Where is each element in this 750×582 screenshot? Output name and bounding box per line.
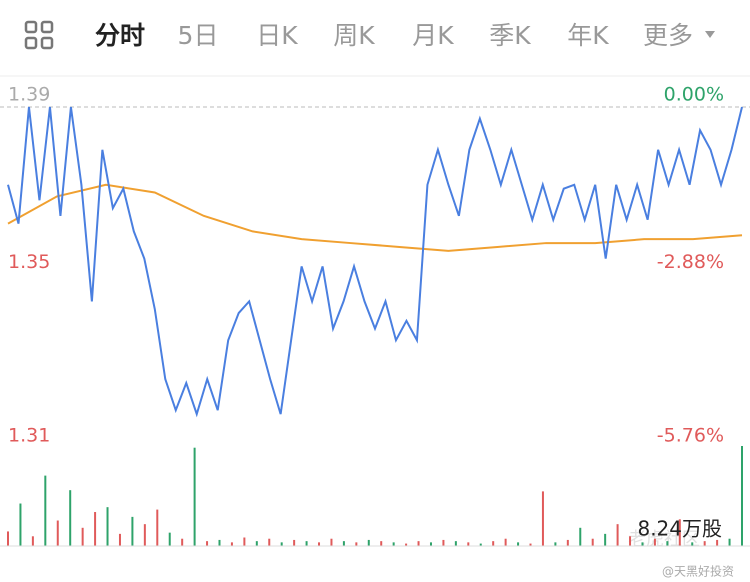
price-line [7,106,743,418]
volume-bar [504,538,507,546]
volume-bar [31,536,34,546]
volume-bar [156,509,159,546]
volume-bar [604,533,607,546]
volume-bar [653,538,656,546]
tab[interactable]: 周K [333,21,375,50]
volume-bar [517,542,520,546]
volume-bar [118,533,121,546]
volume-bar [7,531,9,546]
volume-bar [666,541,669,546]
tab[interactable]: 日K [256,21,298,50]
y2-tick-label: 0.00% [664,84,724,106]
volume-bar [678,519,681,546]
average-line [7,183,743,252]
volume-bar [143,524,146,546]
y-tick-label: 1.39 [8,84,50,106]
y2-tick-label: -2.88% [657,251,724,273]
volume-bar [280,542,283,546]
y-tick-label: 1.31 [8,425,50,447]
volume-bar [554,542,557,546]
volume-bar [206,541,209,546]
volume-bar [355,542,358,546]
y-tick-label: 1.35 [8,251,50,273]
volume-bar [131,516,134,546]
tab[interactable]: 年K [567,21,609,50]
volume-bar [467,542,470,546]
volume-bar [529,543,532,546]
volume-bar [629,536,632,546]
volume-bar [181,538,184,546]
volume-bar [541,491,544,546]
volume-bar [106,507,109,546]
volume-bar [492,541,495,546]
volume-bar [741,446,743,546]
volume-bar [442,539,445,546]
menu-icon[interactable] [24,20,54,50]
volume-bar [318,542,321,546]
volume-bar [293,539,296,546]
tab[interactable]: 季K [489,21,531,50]
volume-bar [405,543,408,546]
watermark: @天黑好投资 [662,564,734,579]
volume-bar [218,539,221,546]
volume-bar [691,542,694,546]
volume-bar [330,538,333,546]
volume-bar [19,503,22,546]
volume-bar [44,475,47,546]
volume-bar [380,541,383,546]
volume-bar [728,538,731,546]
volume-bar [454,541,457,546]
volume-bar [168,532,171,546]
volume-bar [591,538,594,546]
volume-bar [716,539,719,546]
volume-bar [392,542,395,546]
watermark: 老虎社区 [628,529,700,550]
volume-bar [193,447,196,546]
volume-bar [230,542,233,546]
volume-bar [616,524,619,546]
volume-bar [305,541,308,546]
tab[interactable]: 5日 [178,21,219,50]
y2-tick-label: -5.76% [657,425,724,447]
volume-bar [56,520,59,546]
volume-bar [703,541,706,546]
volume-bar [566,539,569,546]
volume-bar [94,512,97,546]
volume-bar [479,543,482,546]
volume-bar [579,527,582,546]
volume-bar [367,539,370,546]
volume-bar [69,490,72,546]
volume-bar [81,527,84,546]
volume-bar [255,541,258,546]
tab[interactable]: 分时 [95,21,145,50]
volume-label: 8.24万股 [637,517,722,541]
tab[interactable]: 更多 [643,21,693,50]
volume-bar [417,541,420,546]
tab[interactable]: 月K [412,21,454,50]
dropdown-arrow[interactable] [705,31,715,38]
volume-bar [268,538,271,546]
volume-bar [243,537,246,546]
volume-bar [641,542,644,546]
volume-bar [342,541,345,546]
volume-bar [429,542,432,546]
